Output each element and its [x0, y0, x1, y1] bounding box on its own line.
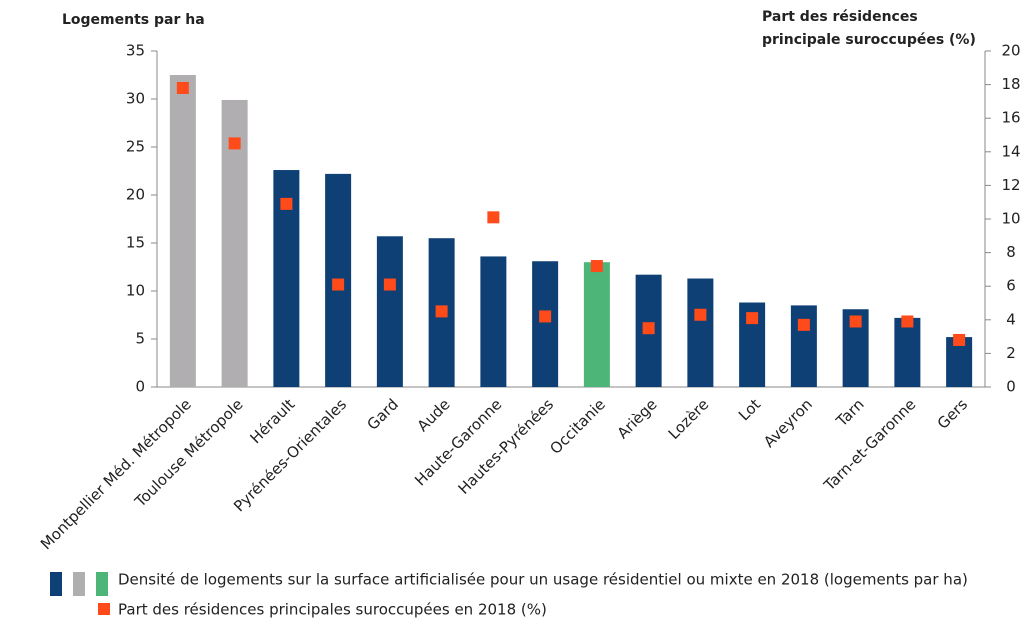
marker [746, 312, 759, 325]
bar [894, 317, 921, 387]
x-tick-label: Aude [414, 395, 454, 435]
x-tick-label: Aveyron [760, 395, 816, 451]
y2-tick-label: 0 [1006, 378, 1016, 396]
y-tick-label: 20 [126, 186, 145, 204]
marker [642, 322, 655, 335]
bar [790, 305, 817, 387]
y2-axis-label: Part des résidences [762, 9, 918, 25]
marker [901, 315, 914, 328]
bar [583, 262, 610, 387]
legend-swatch [98, 603, 110, 615]
y-tick-label: 0 [135, 378, 145, 396]
marker [280, 197, 293, 210]
marker [176, 81, 189, 94]
x-tick-label: Hautes-Pyrénées [455, 395, 558, 498]
marker [383, 278, 396, 291]
marker [332, 278, 345, 291]
marker [849, 315, 862, 328]
y-tick-label: 25 [126, 138, 145, 156]
x-tick-label: Lozère [665, 395, 713, 443]
x-tick-label: Gard [364, 395, 402, 433]
marker [487, 211, 500, 224]
y-tick-label: 30 [126, 90, 145, 108]
y2-tick-label: 12 [1001, 176, 1020, 194]
bar [376, 236, 403, 387]
y2-axis-label: principale suroccupées (%) [762, 32, 976, 48]
y-axis-label: Logements par ha [62, 12, 205, 28]
y2-tick-label: 18 [1001, 75, 1020, 93]
y-tick-label: 15 [126, 234, 145, 252]
x-tick-label: Lot [735, 395, 764, 424]
bar [687, 278, 714, 387]
legend-label: Densité de logements sur la surface arti… [118, 571, 968, 589]
marker [953, 333, 966, 346]
y2-tick-label: 2 [1006, 344, 1016, 362]
y-tick-label: 35 [126, 42, 145, 60]
y2-tick-label: 14 [1001, 142, 1020, 160]
x-tick-label: Tarn-et-Garonne [820, 395, 920, 495]
x-tick-label: Occitanie [546, 395, 609, 458]
y2-tick-label: 8 [1006, 243, 1016, 261]
marker [228, 137, 241, 150]
y2-tick-label: 4 [1006, 310, 1016, 328]
x-tick-label: Hérault [246, 395, 298, 447]
marker [694, 308, 707, 321]
y2-tick-label: 20 [1001, 42, 1020, 60]
marker [797, 318, 810, 331]
x-tick-label: Ariège [614, 395, 661, 442]
bar [480, 256, 507, 387]
legend-label: Part des résidences principales suroccup… [118, 601, 547, 619]
legend-swatch [50, 572, 62, 596]
y-tick-label: 5 [135, 330, 145, 348]
x-tick-label: Gers [934, 395, 971, 432]
marker [590, 260, 603, 273]
marker [435, 305, 448, 318]
x-tick-label: Haute-Garonne [411, 395, 505, 489]
legend-swatch [73, 572, 85, 596]
x-tick-label: Tarn [832, 395, 868, 431]
legend-swatch [96, 572, 108, 596]
bar [169, 75, 196, 387]
bar [532, 261, 559, 387]
y2-tick-label: 16 [1001, 109, 1020, 127]
y2-tick-label: 10 [1001, 210, 1020, 228]
y-tick-label: 10 [126, 282, 145, 300]
y2-tick-label: 6 [1006, 277, 1016, 295]
marker [539, 310, 552, 323]
